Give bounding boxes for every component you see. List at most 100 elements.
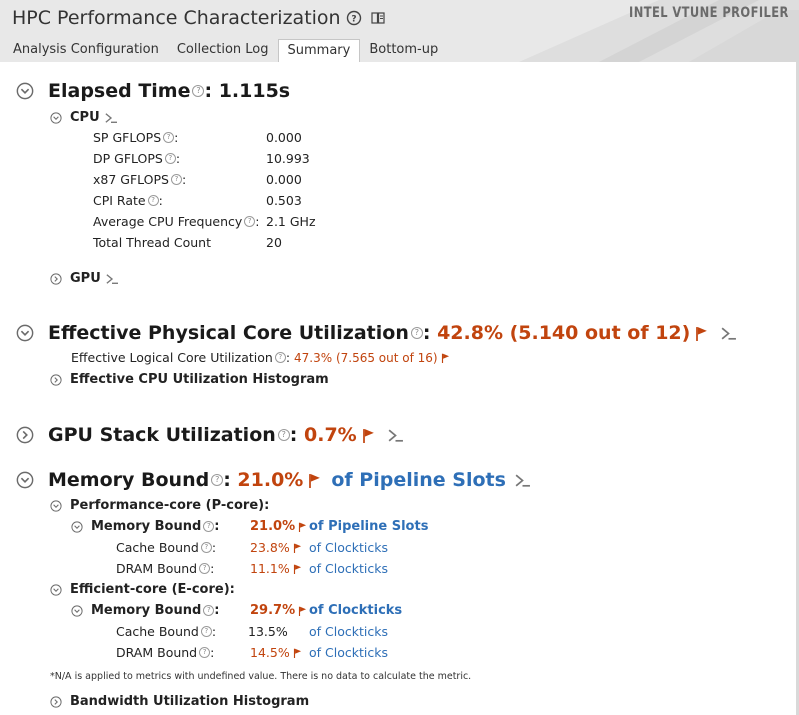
dram-bound-unit-link[interactable]: of Clockticks	[309, 645, 388, 660]
metric-value: 0.000	[266, 172, 302, 187]
bandwidth-histogram-group: Bandwidth Utilization Histogram	[50, 694, 309, 709]
metric-row: Total Thread Count	[93, 235, 211, 250]
collapse-pcore-memory-icon[interactable]	[71, 521, 83, 533]
pcore-memory-bound-value: 21.0%	[250, 519, 296, 534]
expand-gpu-icon[interactable]	[50, 273, 62, 285]
help-icon[interactable]: ?	[170, 174, 182, 185]
collapse-physical-core-icon[interactable]	[16, 324, 34, 342]
pcore-memory-bound-label: Memory Bound	[91, 519, 202, 534]
dram-bound-unit-link[interactable]: of Clockticks	[309, 561, 388, 576]
pcore-cache-row: Cache Bound?:	[116, 540, 217, 555]
tab-bar: Analysis Configuration Collection Log Su…	[4, 39, 447, 62]
scrollbar[interactable]	[796, 62, 799, 715]
flag-icon	[293, 543, 302, 553]
ecore-group: Efficient-core (E-core):	[50, 582, 235, 597]
metric-row: CPI Rate?:	[93, 193, 163, 208]
help-icon[interactable]: ?	[163, 132, 175, 143]
metric-value: 2.1 GHz	[266, 214, 316, 229]
help-icon[interactable]: ?	[200, 542, 212, 553]
metric-label: SP GFLOPS	[93, 130, 162, 145]
metric-row: DP GFLOPS?:	[93, 151, 181, 166]
metric-label: x87 GFLOPS	[93, 172, 169, 187]
collapse-pcore-icon[interactable]	[50, 500, 62, 512]
cache-bound-label: Cache Bound	[116, 540, 199, 555]
flag-icon	[308, 473, 321, 488]
flag-icon	[293, 564, 302, 574]
cpu-label: CPU	[70, 110, 100, 125]
help-icon[interactable]: ?	[200, 626, 212, 637]
help-icon[interactable]: ?	[244, 216, 256, 227]
page-title: HPC Performance Characterization	[12, 7, 341, 29]
ecore-cache-row: Cache Bound?:	[116, 624, 217, 639]
logical-core-value: 47.3% (7.565 out of 16)	[294, 350, 438, 365]
expand-gpu-stack-icon[interactable]	[16, 426, 34, 444]
na-note: *N/A is applied to metrics with undefine…	[50, 671, 471, 682]
logical-core-row: Effective Logical Core Utilization ? : 4…	[71, 350, 450, 365]
terminal-icon[interactable]	[514, 473, 531, 488]
gpu-label: GPU	[70, 271, 101, 286]
elapsed-time-value: : 1.115s	[204, 80, 291, 102]
collapse-ecore-icon[interactable]	[50, 584, 62, 596]
gpu-group: GPU	[50, 271, 119, 286]
expand-bandwidth-icon[interactable]	[50, 696, 62, 708]
help-icon[interactable]: ?	[410, 327, 423, 339]
dram-bound-label: DRAM Bound	[116, 561, 198, 576]
ecore-memory-bound-row: Memory Bound ? :	[71, 603, 220, 618]
help-icon[interactable]: ?	[192, 85, 205, 97]
flag-icon	[298, 606, 307, 616]
tab-bottom-up[interactable]: Bottom-up	[369, 42, 439, 57]
tab-summary[interactable]: Summary	[277, 39, 361, 62]
svg-text:?: ?	[351, 15, 356, 25]
expand-histogram-icon[interactable]	[50, 374, 62, 386]
help-icon[interactable]: ?	[199, 563, 211, 574]
cache-bound-unit-link[interactable]: of Clockticks	[309, 540, 388, 555]
dram-bound-label: DRAM Bound	[116, 645, 198, 660]
terminal-icon[interactable]	[720, 326, 737, 341]
cache-bound-label: Cache Bound	[116, 624, 199, 639]
metric-label: Total Thread Count	[93, 235, 211, 250]
tab-collection-log[interactable]: Collection Log	[176, 42, 269, 57]
metric-label: CPI Rate	[93, 193, 146, 208]
cache-bound-unit-link[interactable]: of Clockticks	[309, 624, 388, 639]
section-physical-core: Effective Physical Core Utilization ? : …	[16, 322, 737, 344]
help-icon[interactable]: ?	[147, 195, 159, 206]
flag-icon	[293, 648, 302, 658]
help-icon[interactable]: ?	[203, 521, 215, 532]
help-icon[interactable]: ?	[211, 474, 224, 486]
metric-value: 10.993	[266, 151, 310, 166]
help-icon[interactable]: ?	[274, 352, 286, 363]
logical-core-label: Effective Logical Core Utilization	[71, 350, 273, 365]
help-icon[interactable]: ?	[203, 605, 215, 616]
section-memory-bound: Memory Bound ? : 21.0% of Pipeline Slots	[16, 469, 531, 491]
physical-core-value: 42.8% (5.140 out of 12)	[437, 322, 691, 344]
brand-logo: INTEL VTUNE PROFILER	[629, 5, 789, 21]
ecore-label: Efficient-core (E-core):	[70, 582, 235, 597]
ecore-memory-unit-link[interactable]: of Clockticks	[309, 603, 403, 618]
collapse-ecore-memory-icon[interactable]	[71, 605, 83, 617]
terminal-icon[interactable]	[105, 273, 119, 285]
help-icon[interactable]: ?	[277, 429, 290, 441]
section-gpu-stack: GPU Stack Utilization ? : 0.7%	[16, 424, 404, 446]
pcore-memory-unit-link[interactable]: of Pipeline Slots	[309, 519, 429, 534]
flag-icon	[362, 428, 375, 443]
tab-analysis-configuration[interactable]: Analysis Configuration	[13, 42, 159, 57]
memory-bound-value: 21.0%	[237, 469, 304, 491]
physical-core-label: Effective Physical Core Utilization	[48, 322, 409, 344]
terminal-icon[interactable]	[387, 428, 404, 443]
metric-label: Average CPU Frequency	[93, 214, 243, 229]
dram-bound-value: 11.1%	[250, 561, 290, 576]
terminal-icon[interactable]	[104, 112, 118, 124]
collapse-memory-bound-icon[interactable]	[16, 471, 34, 489]
metric-value: 0.000	[266, 130, 302, 145]
memory-bound-unit-link[interactable]: of Pipeline Slots	[331, 469, 506, 491]
help-icon[interactable]: ?	[346, 10, 362, 30]
dram-bound-value: 14.5%	[250, 645, 290, 660]
collapse-cpu-icon[interactable]	[50, 112, 62, 124]
collapse-elapsed-icon[interactable]	[16, 82, 34, 100]
help-icon[interactable]: ?	[164, 153, 176, 164]
help-icon[interactable]: ?	[199, 647, 211, 658]
section-elapsed-time: Elapsed Time ? : 1.115s	[16, 80, 290, 102]
pcore-dram-row: DRAM Bound?:	[116, 561, 215, 576]
gpu-stack-value: 0.7%	[304, 424, 357, 446]
book-icon[interactable]	[370, 10, 386, 30]
